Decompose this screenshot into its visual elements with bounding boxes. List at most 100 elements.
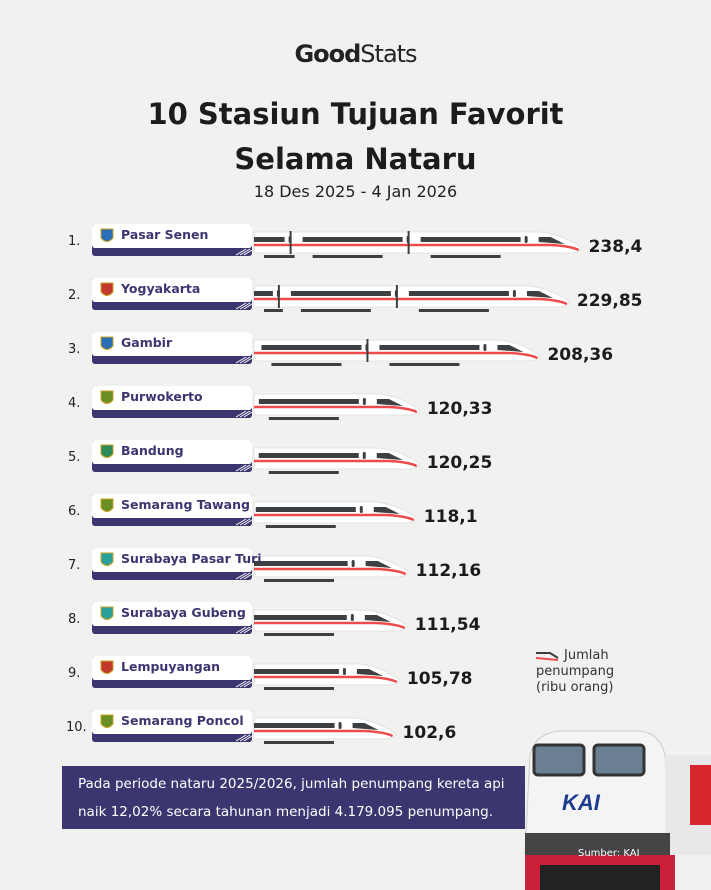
- train-window: [290, 291, 391, 296]
- chart-subtitle: 18 Des 2025 - 4 Jan 2026: [253, 182, 458, 201]
- locomotive-photo: KAI: [520, 725, 711, 890]
- value-label: 120,25: [427, 453, 493, 473]
- card-face: [92, 710, 252, 734]
- station-label-card: Surabaya Pasar Turi: [92, 548, 262, 580]
- train-window: [261, 345, 362, 350]
- rank-label: 6.: [68, 504, 80, 519]
- train-door: [406, 236, 410, 243]
- train-bogie: [264, 309, 283, 312]
- train-bar: [241, 663, 400, 690]
- train-window: [254, 561, 348, 566]
- card-stripes: [235, 302, 253, 310]
- rank-label: 4.: [68, 396, 80, 411]
- card-face: [92, 386, 252, 410]
- train-window: [254, 237, 285, 242]
- card-stripes: [235, 518, 253, 526]
- train-door: [338, 722, 342, 729]
- station-label-card: Semarang Tawang: [92, 494, 253, 526]
- train-window: [420, 237, 521, 242]
- region-emblem-icon: [100, 714, 114, 728]
- train-bogie: [264, 579, 334, 582]
- train-nose-window: [356, 669, 383, 676]
- station-name: Surabaya Gubeng: [121, 605, 246, 620]
- station-label-card: Gambir: [92, 332, 253, 364]
- source-label: Sumber: KAI: [578, 848, 640, 859]
- train-nose-window: [373, 507, 400, 514]
- train-stripe: [254, 405, 418, 414]
- station-name: Lempuyangan: [121, 659, 220, 674]
- card-face: [92, 440, 252, 464]
- train-body: [253, 285, 570, 308]
- train-bogie: [264, 687, 334, 690]
- card-stripes: [235, 680, 253, 688]
- train-window: [254, 669, 339, 674]
- bar-row: 10. 102,6 Semarang Poncol: [66, 710, 456, 744]
- train-door: [483, 344, 487, 351]
- bar-row: 5. 120,25 Bandung: [68, 440, 492, 474]
- card-face: [92, 656, 252, 680]
- station-name: Semarang Poncol: [121, 713, 244, 728]
- train-bogie: [418, 309, 489, 312]
- train-stripe: [254, 297, 568, 306]
- region-emblem-icon: [100, 660, 114, 674]
- card-face: [92, 278, 252, 302]
- train-window: [255, 507, 356, 512]
- train-nose-window: [376, 399, 403, 406]
- train-door: [288, 236, 292, 243]
- region-emblem-icon: [100, 390, 114, 404]
- rank-label: 2.: [68, 288, 80, 303]
- train-bar: [245, 447, 420, 474]
- bar-row: 9. 105,78 Lempuyangan: [68, 656, 473, 690]
- station-name: Bandung: [121, 443, 184, 458]
- rank-label: 9.: [68, 666, 80, 681]
- train-bogie: [300, 309, 371, 312]
- bar-row: 2. 229,85 Yogyakarta: [68, 278, 643, 312]
- train-bogie: [389, 363, 460, 366]
- goodstats-logo: GoodStats: [294, 40, 417, 68]
- card-stripes: [235, 734, 253, 742]
- train-body: [253, 339, 541, 362]
- train-door: [512, 290, 516, 297]
- card-face: [92, 224, 252, 248]
- train-window: [254, 615, 347, 620]
- train-bar: [253, 285, 570, 312]
- region-emblem-icon: [100, 228, 114, 242]
- station-label-card: Surabaya Gubeng: [92, 602, 253, 634]
- region-emblem-icon: [100, 444, 114, 458]
- train-bogie: [268, 471, 339, 474]
- card-stripes: [235, 464, 253, 472]
- train-bar: [241, 717, 396, 744]
- train-stripe: [254, 675, 398, 684]
- card-stripes: [235, 410, 253, 418]
- value-label: 208,36: [547, 345, 613, 365]
- train-bar: [241, 609, 408, 636]
- card-face: [92, 548, 252, 572]
- train-window: [258, 453, 359, 458]
- bar-row: 8. 111,54 Surabaya Gubeng: [68, 602, 481, 636]
- train-nose-window: [526, 291, 553, 298]
- station-name: Gambir: [121, 335, 173, 350]
- train-bar: [245, 393, 420, 420]
- train-stripe: [254, 243, 580, 252]
- train-door: [342, 668, 346, 675]
- train-window: [258, 399, 359, 404]
- train-door: [394, 290, 398, 297]
- train-nose-window: [365, 561, 392, 568]
- train-door: [362, 452, 366, 459]
- station-name: Yogyakarta: [120, 281, 200, 296]
- value-label: 102,6: [403, 723, 457, 743]
- card-stripes: [235, 356, 253, 364]
- station-label-card: Pasar Senen: [92, 224, 253, 256]
- train-bar: [253, 231, 582, 258]
- train-window: [408, 291, 509, 296]
- train-stripe: [254, 459, 418, 468]
- rank-label: 8.: [68, 612, 80, 627]
- rank-label: 10.: [66, 720, 87, 735]
- region-emblem-icon: [100, 552, 114, 566]
- train-bogie: [265, 525, 336, 528]
- rank-label: 5.: [68, 450, 80, 465]
- train-bogie: [264, 255, 295, 258]
- train-bogie: [312, 255, 383, 258]
- train-door: [365, 344, 369, 351]
- value-label: 229,85: [577, 291, 643, 311]
